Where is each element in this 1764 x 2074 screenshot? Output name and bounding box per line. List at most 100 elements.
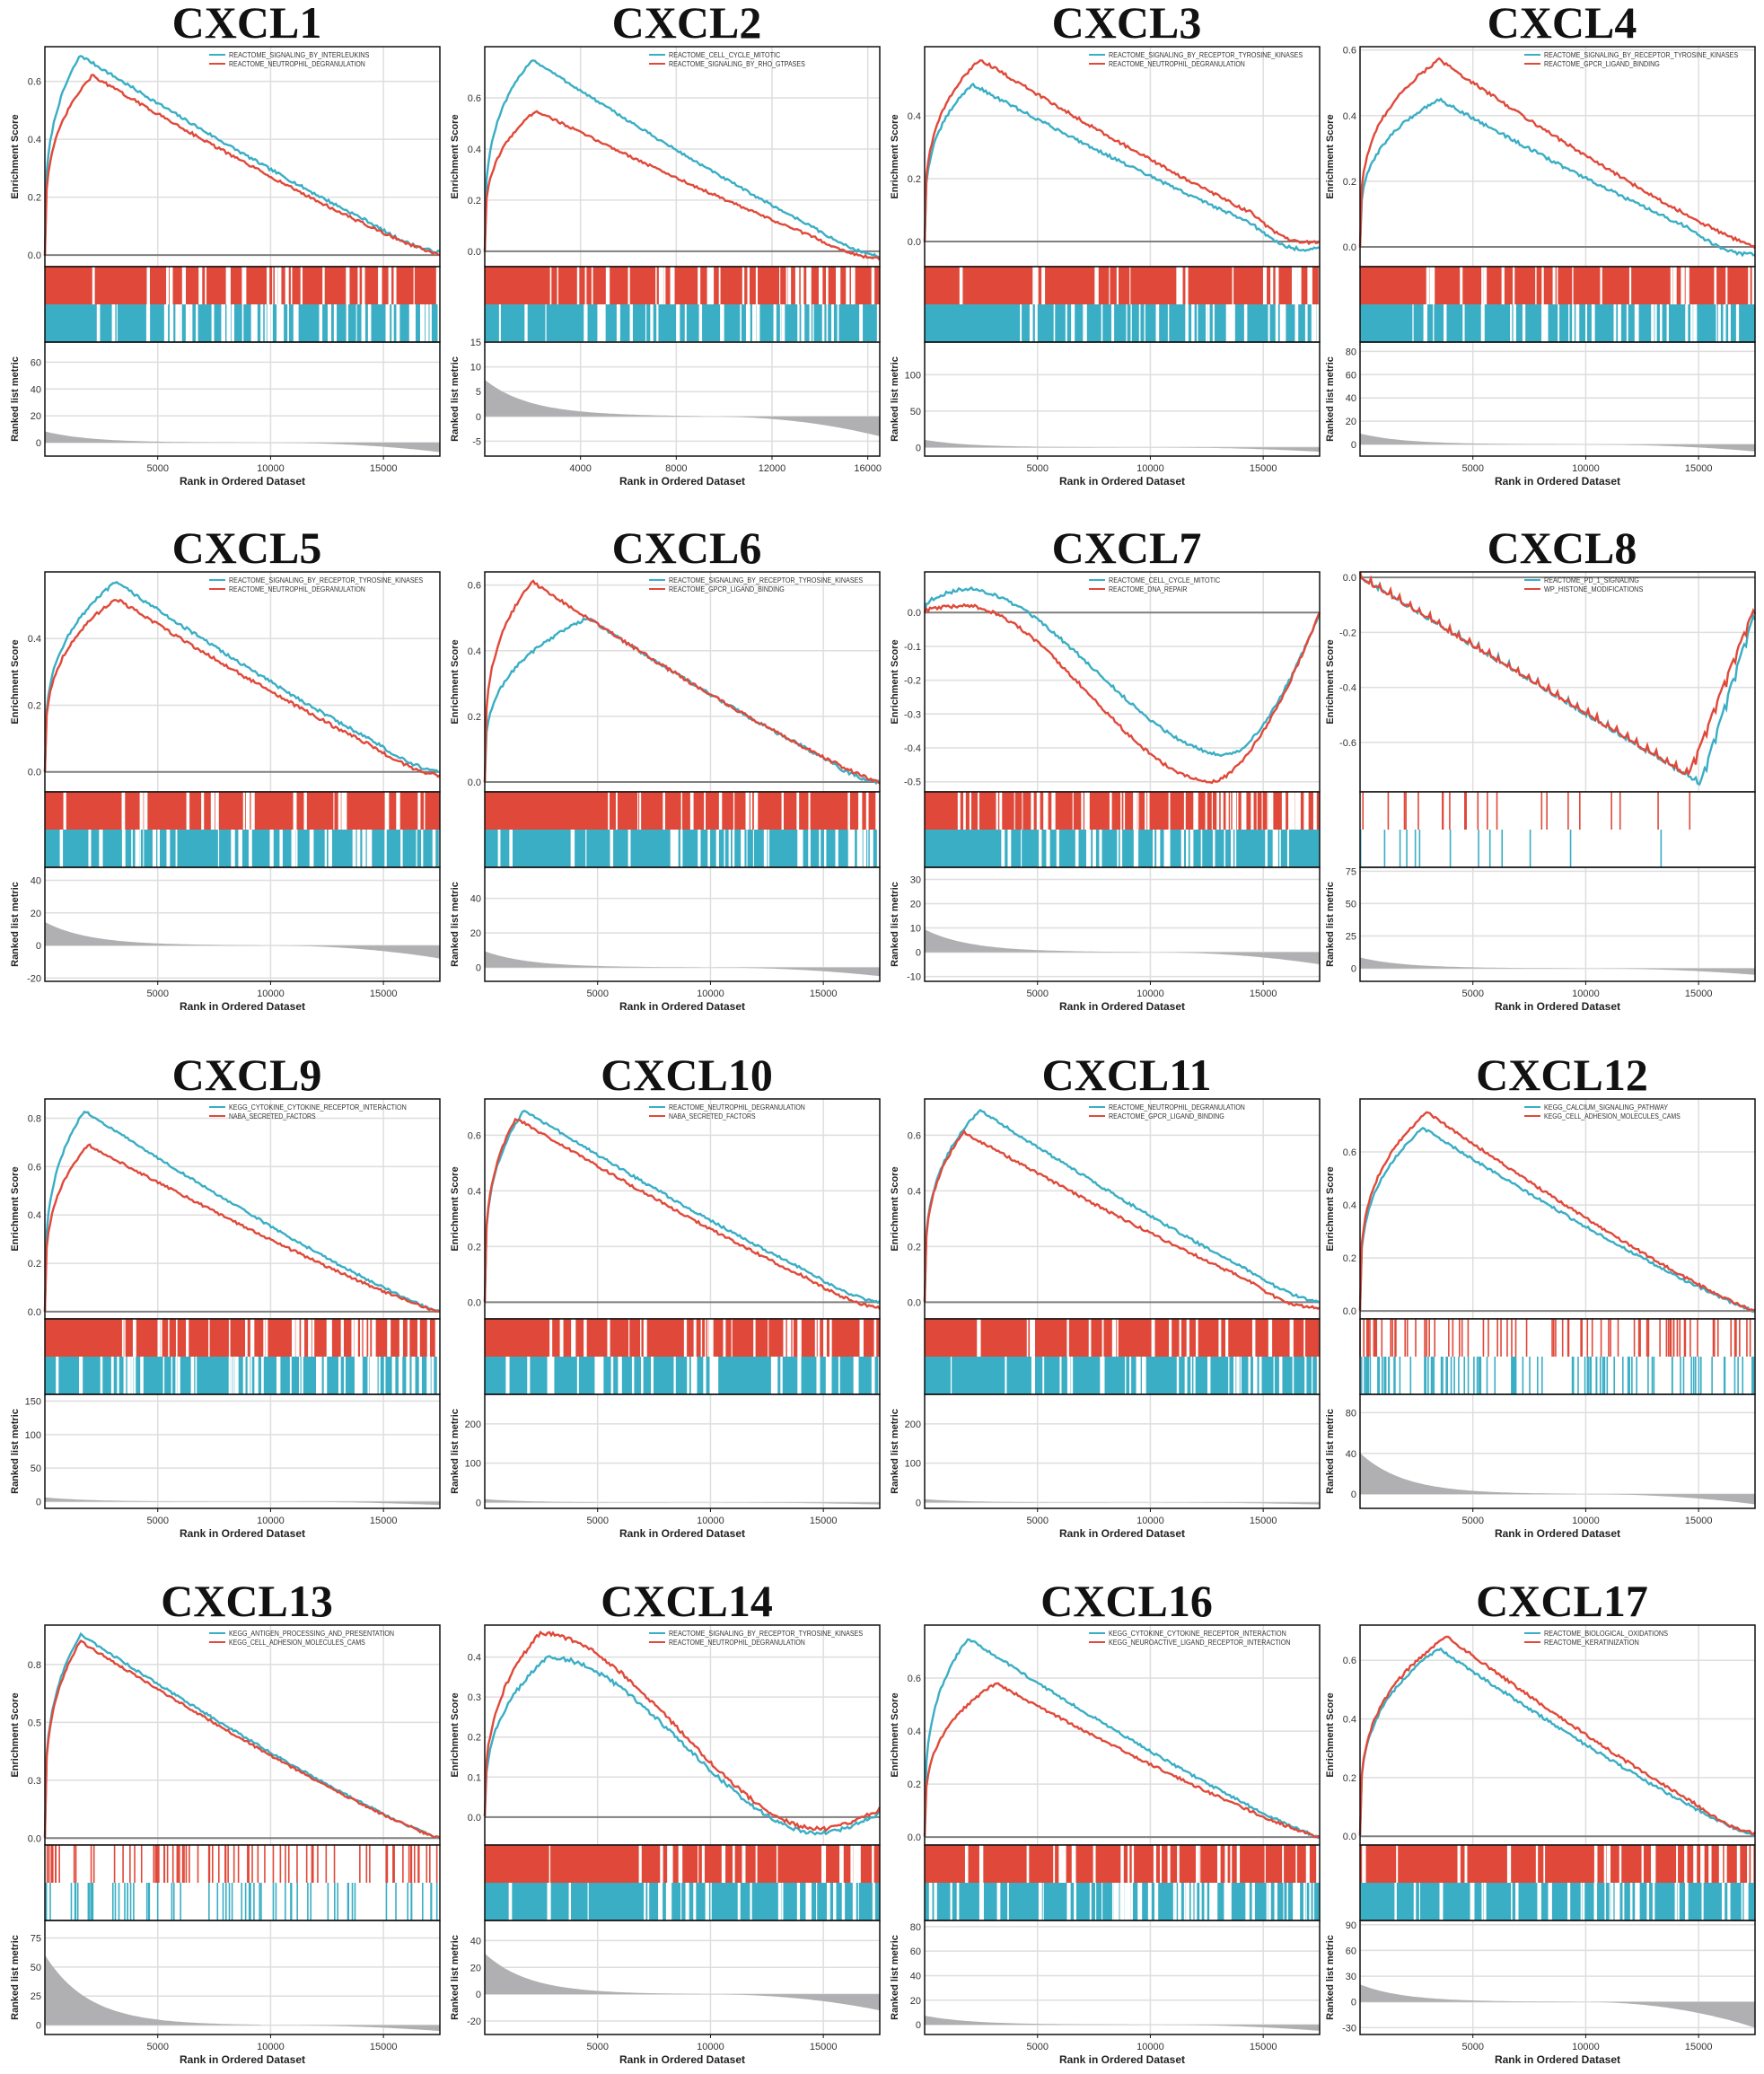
es-tick-label: 0.4	[28, 1210, 41, 1221]
hit-gap	[1085, 830, 1091, 867]
hit-gap	[1535, 267, 1537, 304]
hit-gap	[121, 792, 126, 830]
hit-gap	[1116, 267, 1119, 304]
hit-gap	[253, 304, 258, 342]
ranked-metric-area	[925, 1498, 1320, 1505]
hit-gap	[389, 1319, 391, 1357]
hit-gap	[833, 1883, 837, 1920]
hit-gap	[610, 1357, 614, 1394]
hit-gap	[279, 830, 283, 867]
hit-gap	[181, 267, 187, 304]
hit-gap	[645, 304, 647, 342]
hit-gap	[753, 792, 759, 830]
hit-gap	[1215, 1883, 1218, 1920]
hit-gap	[1723, 304, 1726, 342]
hit-gap	[300, 267, 303, 304]
hit-gap	[1072, 792, 1074, 830]
hit-gap	[1120, 792, 1122, 830]
hit-gap	[1294, 792, 1299, 830]
es-plot-area	[1360, 1625, 1755, 1845]
hit-gap	[1309, 267, 1312, 304]
hit-gap	[584, 304, 588, 342]
panel-cxcl9: CXCL9 0.0 0.2 0.4 0.6 0.8 KEGG_CYTOKINE_CYTOKI…	[10, 1050, 443, 1540]
hit-gap	[663, 267, 666, 304]
hit-gap	[1480, 304, 1483, 342]
hit-gap	[950, 1883, 952, 1920]
legend-entry: REACTOME_NEUTROPHIL_DEGRANULATION	[1109, 60, 1245, 68]
rank-ylabel: Ranked list metric	[450, 1935, 461, 2020]
hit-gap	[117, 1357, 119, 1394]
hit-gap	[557, 267, 558, 304]
rank-tick-label: -20	[27, 973, 41, 984]
hit-gap	[318, 1357, 322, 1394]
hit-gap	[1224, 1883, 1228, 1920]
hit-gap	[1672, 267, 1677, 304]
hit-gap	[417, 1319, 420, 1357]
hit-gap	[133, 1357, 136, 1394]
hit-gap	[1120, 1845, 1124, 1883]
hit-gap	[341, 792, 345, 830]
hit-gap	[528, 1357, 531, 1394]
hit-gap	[400, 830, 403, 867]
rank-tick-label: 40	[910, 1971, 921, 1982]
hit-gap	[127, 1357, 131, 1394]
es-tick-label: 0.0	[468, 778, 481, 788]
hit-gap	[177, 1357, 180, 1394]
hit-gap	[755, 267, 759, 304]
hit-gap	[388, 304, 391, 342]
hit-gap	[698, 267, 701, 304]
hit-gap	[408, 304, 413, 342]
hit-gap	[656, 304, 659, 342]
xlabel: Rank in Ordered Dataset	[180, 1000, 305, 1013]
legend-entry: KEGG_CYTOKINE_CYTOKINE_RECEPTOR_INTERACT…	[1109, 1630, 1286, 1638]
hit-gap	[827, 1883, 830, 1920]
hit-gap	[270, 304, 273, 342]
es-ylabel: Enrichment Score	[890, 639, 900, 724]
hit-gap	[1094, 267, 1099, 304]
rank-tick-label: 20	[910, 900, 921, 910]
hit-gap	[407, 1319, 410, 1357]
hit-gap	[1717, 304, 1721, 342]
hit-gap	[1029, 304, 1033, 342]
es-tick-label: 0.2	[28, 700, 41, 711]
hit-gap	[704, 792, 706, 830]
hit-gap	[1051, 792, 1056, 830]
hit-gap	[1134, 792, 1137, 830]
hit-gap	[1735, 304, 1738, 342]
hit-gap	[378, 1357, 381, 1394]
hit-gap	[418, 1357, 422, 1394]
hit-gap	[1231, 304, 1234, 342]
hit-gap	[291, 1319, 295, 1357]
hit-gap	[1233, 792, 1237, 830]
hit-gap	[1685, 267, 1689, 304]
hit-gap	[1224, 1845, 1228, 1883]
x-tick-label: 5000	[1461, 1516, 1483, 1526]
hit-gap	[361, 304, 364, 342]
hit-gap	[1616, 1883, 1620, 1920]
x-tick-label: 10000	[697, 1516, 724, 1526]
es-tick-label: 0.4	[1343, 111, 1356, 122]
xlabel: Rank in Ordered Dataset	[1059, 475, 1185, 488]
panel-cxcl10: CXCL10 0.0 0.2 0.4 0.6 REACTOME_NEUTROPHIL_DE…	[450, 1050, 882, 1540]
hit-gap	[175, 1357, 178, 1394]
hit-gap	[1568, 304, 1570, 342]
ranked-metric-area	[1360, 433, 1755, 452]
hit-gap	[1412, 304, 1414, 342]
hit-strip-series-1	[45, 1357, 440, 1394]
hit-gap	[1094, 1883, 1097, 1920]
hit-gap	[261, 1357, 264, 1394]
hit-gap	[1736, 1845, 1741, 1883]
hit-gap	[1075, 830, 1079, 867]
hit-gap	[319, 304, 323, 342]
hit-gap	[770, 1357, 775, 1394]
hit-gap	[285, 267, 289, 304]
hit-gap	[1178, 1883, 1181, 1920]
hit-gap	[658, 267, 663, 304]
es-curve-series-2	[483, 579, 881, 785]
rank-tick-label: 80	[1346, 347, 1356, 357]
hit-gap	[88, 830, 92, 867]
hit-gap	[265, 1319, 268, 1357]
hit-gap	[1754, 1845, 1758, 1883]
hit-gap	[1279, 304, 1284, 342]
hit-gap	[1156, 830, 1161, 867]
